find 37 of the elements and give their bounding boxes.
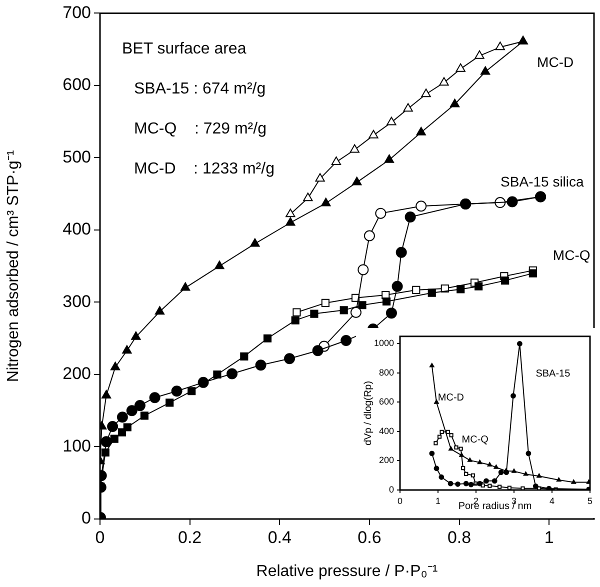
y-axis-title: dVp / dlog(Rp) bbox=[362, 380, 374, 446]
x-tick-label: 0.6 bbox=[358, 528, 382, 547]
x-tick-label: 5 bbox=[587, 496, 593, 506]
y-tick-label: 700 bbox=[62, 2, 91, 22]
y-tick-label: 400 bbox=[62, 220, 91, 239]
y-tick-label: 200 bbox=[62, 364, 91, 384]
y-tick-label: 500 bbox=[62, 147, 91, 166]
annotation: MC-D : 1233 m²/g bbox=[134, 160, 274, 178]
series-label: MC-Q bbox=[552, 247, 590, 264]
x-tick-label: 0.2 bbox=[178, 528, 202, 547]
y-tick-label: 0 bbox=[388, 484, 394, 494]
y-tick-label: 100 bbox=[62, 436, 91, 456]
x-tick-label: 1 bbox=[544, 528, 554, 547]
y-tick-label: 200 bbox=[378, 455, 394, 466]
y-tick-label: 600 bbox=[378, 396, 394, 407]
y-tick-label: 1000 bbox=[374, 338, 394, 348]
y-tick-label: 0 bbox=[82, 508, 91, 528]
series-label: SBA-15 silica bbox=[500, 174, 584, 190]
y-tick-label: 300 bbox=[62, 292, 91, 311]
x-tick-label: 0.4 bbox=[268, 528, 292, 547]
x-axis-title: Relative pressure / P·P₀⁻¹ bbox=[256, 562, 438, 580]
y-tick-label: 800 bbox=[378, 367, 394, 378]
x-tick-label: 1 bbox=[435, 496, 441, 506]
y-tick-label: 400 bbox=[378, 426, 394, 436]
series-label: SBA-15 bbox=[536, 368, 571, 380]
annotation: MC-Q : 729 m²/g bbox=[134, 120, 266, 138]
annotation: SBA-15 : 674 m²/g bbox=[134, 80, 266, 98]
series-label: MC-D bbox=[537, 54, 574, 70]
x-tick-label: 0 bbox=[397, 496, 403, 506]
y-tick-label: 600 bbox=[62, 75, 91, 94]
annotation: BET surface area bbox=[122, 40, 246, 58]
x-tick-label: 0 bbox=[95, 528, 105, 547]
x-tick-label: 4 bbox=[549, 496, 555, 506]
y-axis-title: Nitrogen adsorbed / cm³ STP·g⁻¹ bbox=[5, 150, 22, 382]
series-label: MC-Q bbox=[462, 434, 489, 446]
x-tick-label: 0.8 bbox=[447, 528, 472, 547]
series-label: MC-D bbox=[438, 392, 464, 404]
